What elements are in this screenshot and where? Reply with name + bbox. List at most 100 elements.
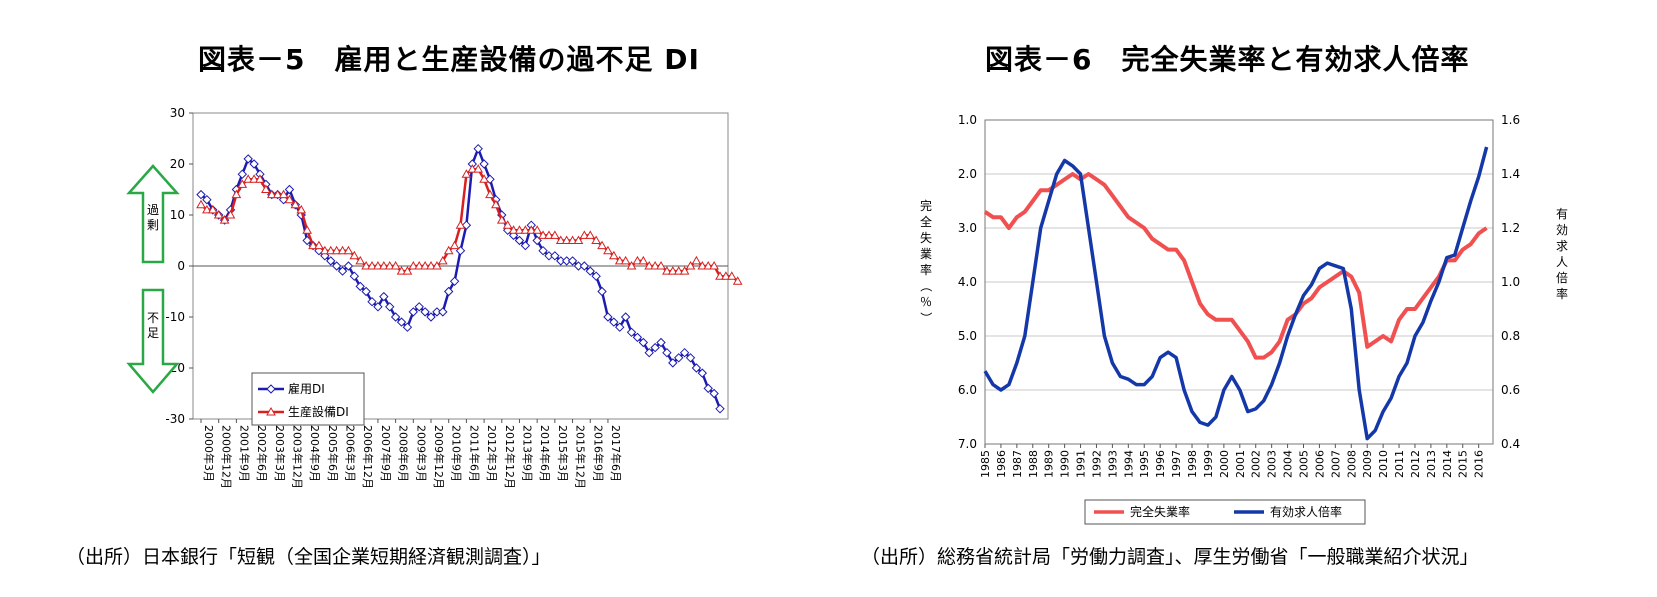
chart5-point-koyou: [597, 286, 607, 297]
chart5-point-setsubi: [361, 260, 371, 270]
chart6-x-tick-label: 1994: [1122, 450, 1135, 478]
chart5-point-setsubi: [667, 266, 678, 275]
chart6-left-axis-title: ）: [919, 312, 933, 324]
chart5-point-koyou: [473, 143, 483, 154]
chart5-point-setsubi: [231, 189, 242, 199]
chart5-point-setsubi: [656, 260, 666, 270]
chart5-point-setsubi: [520, 225, 531, 234]
chart5-point-koyou: [609, 317, 619, 327]
chart5-y-tick-label: -10: [165, 310, 185, 324]
chart5-point-setsubi: [243, 174, 254, 183]
chart5-point-setsubi: [467, 164, 478, 173]
chart6-left-axis-title: 完: [920, 198, 932, 213]
chart5-x-tick-label: 2003年12月: [290, 425, 304, 489]
chart6-x-tick-label: 2008: [1345, 450, 1358, 478]
chart5-point-setsubi: [461, 169, 472, 178]
chart6-x-tick-label: 2011: [1393, 450, 1406, 478]
chart5-point-koyou: [337, 266, 348, 276]
chart5-point-setsubi: [426, 260, 436, 270]
chart5-x-tick-label: 2015年3月: [556, 425, 570, 482]
chart5-point-setsubi: [638, 255, 649, 265]
chart5-x-tick-label: 2012年3月: [485, 425, 499, 482]
chart5-point-koyou: [284, 184, 295, 195]
chart6-series-unemployment-line: [983, 172, 1488, 360]
chart5-point-setsubi: [632, 255, 643, 265]
chart6-x-tick-label: 2013: [1425, 450, 1438, 478]
chart5-annotation-lower: 足: [147, 326, 159, 340]
chart5-point-setsubi: [591, 235, 602, 244]
chart6-x-tick-label: 1993: [1106, 450, 1119, 478]
chart5-annotation-upper: 過: [147, 203, 159, 217]
chart6-legend-box: [1084, 499, 1366, 525]
chart5-point-setsubi: [620, 255, 631, 265]
chart5-point-koyou: [326, 256, 336, 266]
chart6-x-tick-label: 2004: [1282, 450, 1295, 478]
chart5-point-koyou: [638, 337, 649, 348]
chart5-legend-box: [251, 372, 365, 426]
chart5-point-koyou: [644, 347, 654, 358]
chart6-left-axis-title: 失: [920, 230, 932, 245]
chart5-legend-label: 生産設備DI: [288, 404, 349, 419]
chart5-point-setsubi: [579, 230, 590, 239]
chart5-x-tick-label: 2000年12月: [220, 425, 234, 489]
chart5-point-setsubi: [384, 260, 395, 270]
chart5-point-koyou: [390, 312, 401, 322]
chart5-point-setsubi: [278, 189, 289, 199]
chart6-x-tick-label: 1998: [1186, 450, 1199, 478]
chart5-y-tick-label: -30: [165, 412, 185, 426]
chart6-right-axis-title: 有: [1556, 207, 1568, 221]
chart5-up-arrow: [126, 164, 180, 264]
chart5-x-tick-label: 2011年6月: [467, 425, 481, 482]
chart5-point-koyou: [443, 286, 454, 297]
chart5-y-tick-label: 30: [170, 106, 185, 120]
chart5-point-setsubi: [196, 199, 206, 209]
chart5-x-tick-label: 2014年6月: [538, 425, 552, 482]
chart5-point-koyou: [196, 189, 206, 200]
chart5-point-koyou: [402, 322, 413, 332]
chart5-point-koyou: [379, 291, 389, 302]
chart5-point-koyou: [679, 347, 690, 358]
chart5-x-tick-label: 2000年3月: [202, 425, 216, 482]
chart5-point-koyou: [709, 388, 719, 399]
chart6-x-tick-label: 2000: [1218, 450, 1231, 478]
chart6-left-tick-label: 7.0: [958, 437, 977, 451]
chart5-point-koyou: [715, 404, 725, 414]
chart5-point-setsubi: [514, 225, 525, 234]
chart5-point-setsubi: [626, 260, 637, 270]
chart6-right-axis-title: 求: [1556, 239, 1568, 253]
chart6-x-tick-label: 1999: [1202, 450, 1215, 478]
chart6-right-axis-title: 倍: [1556, 270, 1568, 285]
chart5-point-setsubi: [502, 220, 513, 229]
chart5-point-setsubi: [496, 215, 507, 224]
chart5-point-koyou: [373, 302, 383, 312]
chart5-point-setsubi: [603, 245, 613, 255]
chart5-legend-marker: [266, 406, 276, 416]
chart5-x-tick-label: 2005年6月: [326, 425, 340, 482]
chart6-x-tick-label: 2014: [1441, 450, 1454, 478]
chart6-x-tick-label: 1997: [1170, 450, 1183, 478]
chart6-left-tick-label: 1.0: [958, 113, 977, 127]
chart6-x-tick-label: 2012: [1409, 450, 1422, 478]
chart5-point-setsubi: [555, 235, 566, 244]
chart5-point-setsubi: [373, 260, 383, 270]
chart5-point-setsubi: [255, 174, 265, 183]
chart6-legend-label: 完全失業率: [1130, 504, 1190, 519]
chart5-point-koyou: [615, 322, 625, 332]
chart5-legend-marker: [266, 384, 276, 394]
chart5-point-setsubi: [319, 245, 330, 255]
chart5-point-koyou: [567, 256, 578, 266]
chart5-point-setsubi: [302, 225, 313, 234]
chart5-x-tick-label: 2012年12月: [503, 425, 517, 489]
chart5-point-setsubi: [544, 230, 554, 239]
chart5-point-setsubi: [261, 184, 271, 193]
chart5-point-koyou: [449, 276, 460, 287]
chart5-x-tick-label: 2017年6月: [609, 425, 623, 482]
chart5-point-koyou: [626, 327, 637, 338]
chart5-point-setsubi: [585, 230, 596, 239]
chart5-point-koyou: [632, 332, 643, 343]
chart5-x-tick-label: 2001年9月: [237, 425, 251, 482]
chart5-point-koyou: [343, 261, 354, 271]
chart5-point-setsubi: [349, 250, 360, 260]
chart5-point-setsubi: [685, 260, 696, 270]
chart6-series-jobs-ratio-line: [983, 146, 1489, 441]
